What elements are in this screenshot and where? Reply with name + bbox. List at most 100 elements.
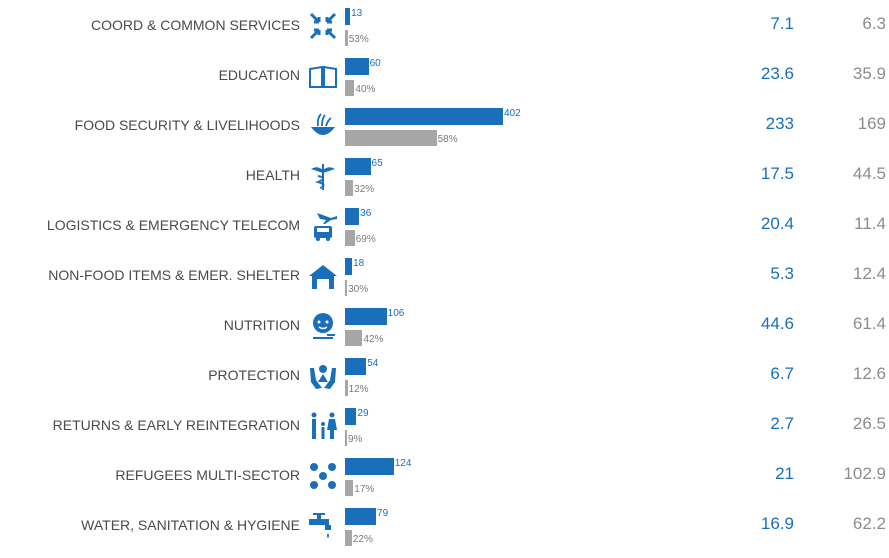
chart-row: LOGISTICS & EMERGENCY TELECOM 36 69% 20.4 11… <box>0 208 889 258</box>
category-label: EDUCATION <box>218 67 300 83</box>
funded-percent-label: 40% <box>355 84 376 95</box>
column-a-value: 233 <box>765 114 794 133</box>
category-label: COORD & COMMON SERVICES <box>91 17 300 33</box>
category-label: REFUGEES MULTI-SECTOR <box>115 467 300 483</box>
funded-percent-label: 58% <box>437 134 458 145</box>
bar-value-label: 65 <box>371 158 383 169</box>
funded-bar <box>345 130 437 146</box>
open-book-icon <box>307 60 339 92</box>
bar <box>345 358 367 375</box>
funded-percent-label: 17% <box>354 484 375 495</box>
category-label: HEALTH <box>245 167 300 183</box>
chart-row: PROTECTION 54 12% 6.7 12.6 <box>0 358 889 408</box>
bar <box>345 408 357 425</box>
funded-bar <box>345 280 348 296</box>
chart-row: FOOD SECURITY & LIVELIHOODS 402 58% 233 169 <box>0 108 889 158</box>
column-b-value: 62.2 <box>852 514 886 533</box>
funded-bar <box>345 530 352 546</box>
bar-value-label: 36 <box>360 208 372 219</box>
bar-value-label: 124 <box>394 458 412 469</box>
category-label: NUTRITION <box>223 317 300 333</box>
column-a-value: 6.7 <box>770 364 794 383</box>
category-label: RETURNS & EARLY REINTEGRATION <box>52 417 300 433</box>
column-a-value: 21 <box>775 464 794 483</box>
column-b-value: 12.6 <box>852 364 886 383</box>
column-a-value: 7.1 <box>770 14 794 33</box>
column-a-value: 16.9 <box>760 514 794 533</box>
bar-value-label: 54 <box>367 358 379 369</box>
funded-percent-label: 9% <box>348 434 363 445</box>
chart-row: NON-FOOD ITEMS & EMER. SHELTER 18 30% 5.3 12… <box>0 258 889 308</box>
column-b-value: 12.4 <box>852 264 886 283</box>
funded-bar <box>345 330 363 346</box>
column-b-value: 11.4 <box>854 214 886 233</box>
chart-row: WATER, SANITATION & HYGIENE 79 22% 16.9 62.2 <box>0 508 889 558</box>
chart-row: NUTRITION 106 42% 44.6 61.4 <box>0 308 889 358</box>
funded-bar <box>345 230 355 246</box>
funded-bar <box>345 80 355 96</box>
funded-percent-label: 22% <box>352 534 373 545</box>
funded-percent-label: 69% <box>355 234 376 245</box>
sector-bar-chart: COORD & COMMON SERVICES 13 53% 7.1 6.3 EDUCAT… <box>0 8 889 546</box>
column-b-value: 61.4 <box>852 314 886 333</box>
nutrition-child-icon <box>307 310 339 342</box>
bar <box>345 8 351 25</box>
plane-truck-icon <box>307 210 339 242</box>
chart-row: EDUCATION 60 40% 23.6 35.9 <box>0 58 889 108</box>
water-tap-icon <box>307 510 339 542</box>
bar <box>345 108 503 125</box>
protection-hands-icon <box>307 360 339 392</box>
bar-value-label: 402 <box>504 108 521 119</box>
bar <box>345 58 369 75</box>
funded-percent-label: 12% <box>348 384 369 395</box>
column-b-value: 102.9 <box>843 464 886 483</box>
funded-percent-label: 32% <box>354 184 375 195</box>
column-a-value: 20.4 <box>760 214 794 233</box>
category-label: LOGISTICS & EMERGENCY TELECOM <box>46 217 300 233</box>
category-label: FOOD SECURITY & LIVELIHOODS <box>74 117 300 133</box>
shelter-house-icon <box>307 260 339 292</box>
chart-row: HEALTH 65 32% 17.5 44.5 <box>0 158 889 208</box>
funded-bar <box>345 380 348 396</box>
bar-value-label: 13 <box>351 8 363 19</box>
category-label: WATER, SANITATION & HYGIENE <box>81 517 300 533</box>
refugees-dots-icon <box>307 460 339 492</box>
bar <box>345 458 394 475</box>
coordination-arrows-icon <box>307 10 339 42</box>
bar <box>345 508 377 525</box>
bar-value-label: 79 <box>377 508 389 519</box>
chart-row: REFUGEES MULTI-SECTOR 124 17% 21 102.9 <box>0 458 889 508</box>
funded-percent-label: 42% <box>363 334 384 345</box>
funded-bar <box>345 480 354 496</box>
bar <box>345 258 353 275</box>
column-a-value: 2.7 <box>770 414 794 433</box>
column-b-value: 26.5 <box>852 414 886 433</box>
chart-row: RETURNS & EARLY REINTEGRATION 29 9% 2.7 26.5 <box>0 408 889 458</box>
bar <box>345 208 360 225</box>
category-label: NON-FOOD ITEMS & EMER. SHELTER <box>48 267 300 283</box>
bar-value-label: 29 <box>357 408 369 419</box>
column-a-value: 44.6 <box>760 314 794 333</box>
column-b-value: 169 <box>857 114 886 133</box>
funded-bar <box>345 430 347 446</box>
column-a-value: 23.6 <box>760 64 794 83</box>
chart-row: COORD & COMMON SERVICES 13 53% 7.1 6.3 <box>0 8 889 58</box>
bar-value-label: 106 <box>387 308 405 319</box>
category-label: PROTECTION <box>208 367 300 383</box>
column-b-value: 6.3 <box>862 14 886 33</box>
funded-percent-label: 30% <box>348 284 369 295</box>
funded-bar <box>345 180 354 196</box>
column-b-value: 35.9 <box>852 64 886 83</box>
column-b-value: 44.5 <box>852 164 886 183</box>
funded-bar <box>345 30 348 46</box>
caduceus-icon <box>307 160 339 192</box>
funded-percent-label: 53% <box>348 34 369 45</box>
bar-value-label: 60 <box>369 58 381 69</box>
food-bowl-icon <box>307 110 339 142</box>
bar <box>345 308 387 325</box>
family-icon <box>307 410 339 442</box>
column-a-value: 5.3 <box>770 264 794 283</box>
column-a-value: 17.5 <box>760 164 794 183</box>
bar-value-label: 18 <box>353 258 365 269</box>
bar <box>345 158 371 175</box>
